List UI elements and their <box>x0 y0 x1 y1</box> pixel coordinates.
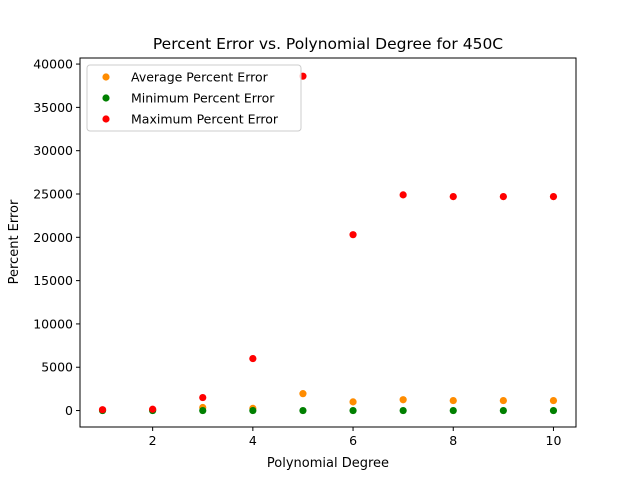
y-tick-label: 10000 <box>33 316 73 331</box>
y-tick-label: 0 <box>65 403 73 418</box>
x-tick-label: 4 <box>249 433 257 448</box>
data-points <box>98 72 558 415</box>
data-point <box>449 406 457 415</box>
x-tick-label: 2 <box>149 433 157 448</box>
x-tick-label: 10 <box>546 433 562 448</box>
y-axis-label: Percent Error <box>7 199 22 284</box>
chart-title: Percent Error vs. Polynomial Degree for … <box>153 35 503 53</box>
data-point <box>199 393 207 402</box>
legend-entry-label: Minimum Percent Error <box>131 91 275 106</box>
plot-area-frame <box>79 57 577 428</box>
data-point <box>249 406 257 415</box>
data-point <box>399 406 407 415</box>
y-tick-label: 5000 <box>41 360 73 375</box>
data-point <box>449 192 457 201</box>
x-axis-ticks: 2 4 6 8 10 <box>149 427 562 448</box>
x-tick-label: 8 <box>449 433 457 448</box>
series-2-points <box>98 406 558 415</box>
legend-marker <box>102 115 110 123</box>
data-point <box>499 406 507 415</box>
data-point <box>549 406 558 415</box>
data-point <box>349 406 357 415</box>
y-tick-label: 35000 <box>33 100 73 115</box>
legend: Average Percent Error Minimum Percent Err… <box>86 64 302 132</box>
x-tick-label: 6 <box>349 433 357 448</box>
legend-entry-label: Average Percent Error <box>131 70 269 85</box>
data-point <box>299 406 307 415</box>
y-tick-label: 40000 <box>33 57 73 72</box>
data-point <box>399 396 407 404</box>
series-1-points <box>98 390 558 414</box>
y-axis-ticks: 0 5000 10000 15000 20000 25000 30000 35000 40000 <box>33 57 80 418</box>
data-point <box>349 231 357 239</box>
y-tick-label: 15000 <box>33 273 73 288</box>
data-point <box>499 396 507 405</box>
data-point <box>299 390 307 398</box>
data-point <box>549 396 558 405</box>
data-point <box>499 192 507 201</box>
legend-marker <box>102 94 110 102</box>
legend-entry-label: Maximum Percent Error <box>131 112 279 127</box>
x-axis-label: Polynomial Degree <box>267 456 389 471</box>
data-point <box>249 354 257 363</box>
y-tick-label: 20000 <box>33 230 73 245</box>
data-point <box>149 405 157 413</box>
data-point <box>98 406 107 414</box>
data-point <box>449 396 457 405</box>
y-tick-label: 25000 <box>33 186 73 201</box>
series-3-points <box>98 72 558 414</box>
data-point <box>199 406 207 415</box>
data-point <box>399 191 407 199</box>
legend-box <box>86 64 302 132</box>
legend-marker <box>102 73 110 81</box>
data-point <box>549 192 558 201</box>
y-tick-label: 30000 <box>33 143 73 158</box>
data-point <box>349 398 357 406</box>
